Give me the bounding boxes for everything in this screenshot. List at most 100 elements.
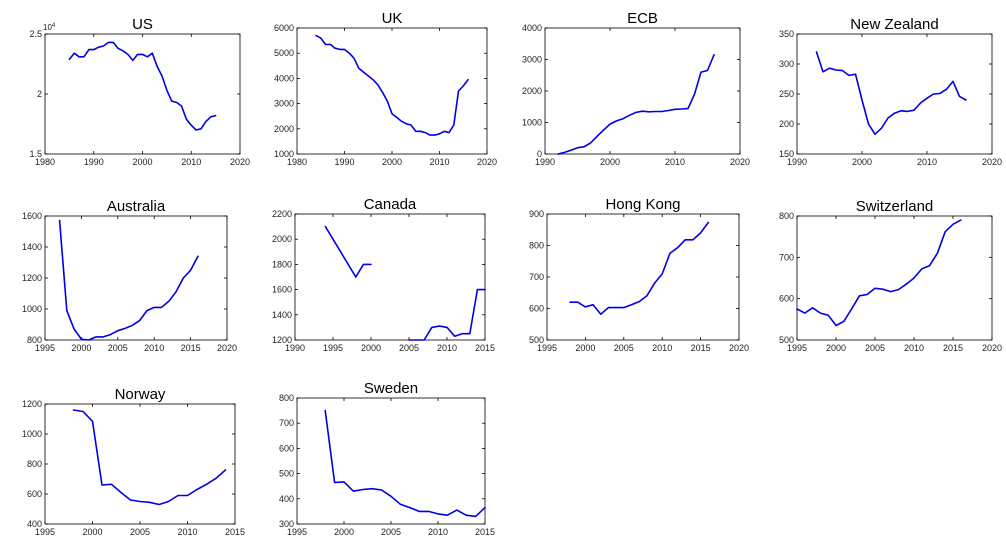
x-tick-label: 1995 xyxy=(287,527,307,537)
y-tick-label: 2000 xyxy=(274,124,294,134)
y-tick-label: 500 xyxy=(279,469,294,479)
y-tick-label: 700 xyxy=(529,272,544,282)
y-tick-label: 350 xyxy=(779,29,794,39)
plot-frame xyxy=(44,215,228,341)
series-line-ecb-0 xyxy=(557,53,715,155)
y-tick-label: 800 xyxy=(27,335,42,345)
y-tick-label: 6000 xyxy=(274,23,294,33)
x-tick-label: 2005 xyxy=(865,343,885,353)
x-tick-label: 2005 xyxy=(130,527,150,537)
y-tick-label: 1000 xyxy=(522,118,542,128)
y-tick-label: 1400 xyxy=(22,242,42,252)
y-tick-label: 200 xyxy=(779,119,794,129)
y-tick-label: 2 xyxy=(37,89,42,99)
plot-title: Norway xyxy=(115,386,166,403)
y-tick-label: 600 xyxy=(27,489,42,499)
plot-title: Switzerland xyxy=(856,198,934,215)
y-tick-label: 3000 xyxy=(274,99,294,109)
plot-frame xyxy=(296,397,486,525)
series-line-uk-0 xyxy=(315,34,469,136)
x-tick-label: 1980 xyxy=(35,157,55,167)
subplot-uk: 1980 1990 2000 2010 2020 1000 2000 3000 4000 5000… xyxy=(274,10,497,167)
x-tick-label: 2020 xyxy=(217,343,237,353)
plot-frame xyxy=(796,33,993,155)
series-line-new-zealand-0 xyxy=(815,51,967,135)
x-tick-label: 2010 xyxy=(428,527,448,537)
y-tick-label: 700 xyxy=(279,418,294,428)
y-tick-label: 1600 xyxy=(22,211,42,221)
x-tick-label: 2010 xyxy=(665,157,685,167)
x-tick-label: 2015 xyxy=(475,343,495,353)
x-tick-label: 2015 xyxy=(475,527,495,537)
y-tick-label: 2000 xyxy=(522,86,542,96)
x-tick-label: 2010 xyxy=(177,527,197,537)
plot-frame xyxy=(544,27,741,155)
x-tick-label: 2000 xyxy=(82,527,102,537)
y-tick-label: 300 xyxy=(779,59,794,69)
y-tick-label: 2.5 xyxy=(29,29,42,39)
x-tick-label: 2020 xyxy=(477,157,497,167)
x-tick-label: 1995 xyxy=(35,343,55,353)
x-tick-label: 1990 xyxy=(787,157,807,167)
series-line-sweden-0 xyxy=(324,409,486,518)
y-tick-label: 2000 xyxy=(272,234,292,244)
plot-title: US xyxy=(132,16,153,33)
y-tick-label: 400 xyxy=(27,519,42,529)
y-tick-label: 0 xyxy=(537,149,542,159)
plot-frame xyxy=(44,403,236,525)
x-tick-label: 2020 xyxy=(230,157,250,167)
y-tick-label: 1000 xyxy=(22,304,42,314)
x-tick-label: 2015 xyxy=(943,343,963,353)
y-tick-label: 1000 xyxy=(22,429,42,439)
y-tick-label: 600 xyxy=(279,443,294,453)
subplot-norway: 1995 2000 2005 2010 2015 400 600 800 1000 1200 Nor… xyxy=(22,386,245,537)
x-tick-label: 1995 xyxy=(787,343,807,353)
x-tick-label: 2000 xyxy=(71,343,91,353)
y-tick-label: 800 xyxy=(779,211,794,221)
x-tick-label: 2005 xyxy=(381,527,401,537)
x-tick-label: 2010 xyxy=(652,343,672,353)
y-tick-label: 1.5 xyxy=(29,149,42,159)
x-tick-label: 2020 xyxy=(982,157,1002,167)
y-tick-label: 300 xyxy=(279,519,294,529)
x-tick-label: 1990 xyxy=(285,343,305,353)
x-tick-label: 2010 xyxy=(144,343,164,353)
x-tick-label: 2000 xyxy=(826,343,846,353)
y-tick-label: 800 xyxy=(27,459,42,469)
x-tick-label: 2010 xyxy=(437,343,457,353)
series-line-norway-0 xyxy=(72,409,227,506)
x-tick-label: 2000 xyxy=(600,157,620,167)
y-tick-label: 400 xyxy=(279,494,294,504)
x-tick-label: 2010 xyxy=(181,157,201,167)
x-tick-label: 1995 xyxy=(323,343,343,353)
y-tick-label: 700 xyxy=(779,252,794,262)
y-tick-label: 900 xyxy=(529,209,544,219)
x-tick-label: 2015 xyxy=(225,527,245,537)
subplot-canada: 1990 1995 2000 2005 2010 2015 1200 1400 1600 1800… xyxy=(272,196,495,353)
x-tick-label: 2010 xyxy=(904,343,924,353)
series-line-canada-0 xyxy=(324,225,372,278)
plot-title: UK xyxy=(382,10,403,27)
x-tick-label: 2000 xyxy=(575,343,595,353)
x-tick-label: 2000 xyxy=(361,343,381,353)
y-tick-label: 500 xyxy=(779,335,794,345)
x-tick-label: 1995 xyxy=(35,527,55,537)
y-tick-label: 4000 xyxy=(274,73,294,83)
x-tick-label: 1995 xyxy=(537,343,557,353)
x-tick-label: 2015 xyxy=(691,343,711,353)
y-tick-label: 1600 xyxy=(272,285,292,295)
y-tick-label: 600 xyxy=(779,294,794,304)
y-tick-label: 4000 xyxy=(522,23,542,33)
y-tick-label: 600 xyxy=(529,304,544,314)
series-line-canada-1 xyxy=(408,288,486,341)
y-tick-label: 150 xyxy=(779,149,794,159)
x-tick-label: 2000 xyxy=(852,157,872,167)
y-tick-label: 1200 xyxy=(22,273,42,283)
y-tick-label: 1200 xyxy=(22,399,42,409)
plot-title: Sweden xyxy=(364,380,418,397)
x-tick-label: 1990 xyxy=(334,157,354,167)
y-tick-label: 500 xyxy=(529,335,544,345)
x-tick-label: 2005 xyxy=(614,343,634,353)
x-tick-label: 2005 xyxy=(108,343,128,353)
